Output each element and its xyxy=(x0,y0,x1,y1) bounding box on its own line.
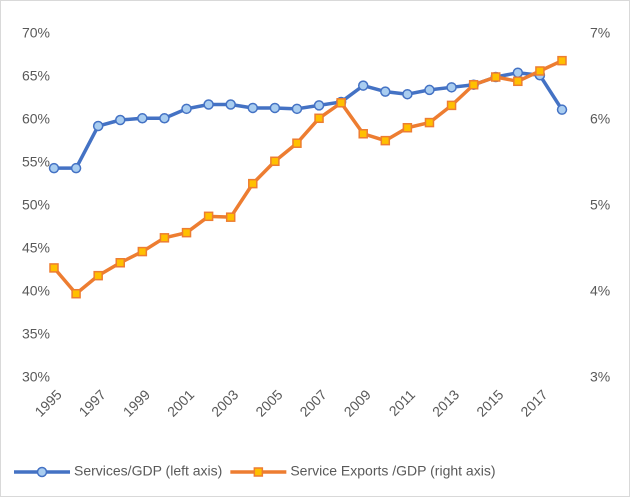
point-marker xyxy=(93,270,103,281)
point-marker xyxy=(49,263,59,273)
point-marker xyxy=(203,211,214,222)
legend-marker xyxy=(253,467,264,477)
y-tick-label: 50% xyxy=(22,197,50,213)
y2-tick-label: 5% xyxy=(590,197,610,213)
point-marker xyxy=(291,103,303,115)
legend-label: Service Exports /GDP (right axis) xyxy=(290,463,495,479)
point-marker xyxy=(513,76,523,87)
y2-tick-label: 4% xyxy=(590,283,610,299)
point-marker xyxy=(203,99,214,110)
point-marker xyxy=(314,113,324,124)
y-tick-label: 70% xyxy=(22,25,50,41)
point-marker xyxy=(92,120,104,132)
point-marker xyxy=(402,122,413,133)
point-marker xyxy=(402,88,413,100)
point-marker xyxy=(512,67,524,78)
point-marker xyxy=(380,135,391,146)
point-marker xyxy=(48,162,60,174)
point-marker xyxy=(292,138,302,148)
y-tick-label: 60% xyxy=(22,111,50,127)
point-marker xyxy=(248,178,258,189)
y2-tick-label: 7% xyxy=(590,25,610,41)
point-marker xyxy=(115,114,126,126)
y-tick-label: 40% xyxy=(22,283,50,299)
point-marker xyxy=(556,104,568,115)
point-marker xyxy=(446,100,457,111)
point-marker xyxy=(424,84,435,96)
legend-marker xyxy=(36,466,48,478)
point-marker xyxy=(159,233,170,243)
y-tick-label: 55% xyxy=(22,154,50,170)
point-marker xyxy=(358,129,368,139)
point-marker xyxy=(380,86,391,97)
point-marker xyxy=(468,79,479,90)
point-marker xyxy=(137,246,148,257)
point-marker xyxy=(181,103,192,115)
y2-tick-label: 6% xyxy=(590,111,610,127)
point-marker xyxy=(247,102,259,114)
point-marker xyxy=(270,156,280,167)
point-marker xyxy=(269,102,281,114)
point-marker xyxy=(424,117,435,128)
point-marker xyxy=(313,100,325,111)
point-marker xyxy=(535,66,545,76)
point-marker xyxy=(115,258,126,268)
point-marker xyxy=(225,99,236,110)
point-marker xyxy=(70,162,82,174)
point-marker xyxy=(71,288,81,299)
y2-tick-label: 3% xyxy=(590,369,610,385)
point-marker xyxy=(336,98,346,108)
point-marker xyxy=(490,72,501,82)
point-marker xyxy=(557,55,567,66)
point-marker xyxy=(357,80,369,91)
y-tick-label: 30% xyxy=(22,369,50,385)
point-marker xyxy=(446,82,457,93)
y-tick-label: 35% xyxy=(22,326,50,342)
y-tick-label: 45% xyxy=(22,240,50,256)
point-marker xyxy=(159,113,170,124)
point-marker xyxy=(225,212,236,222)
point-marker xyxy=(181,227,192,238)
legend-label: Services/GDP (left axis) xyxy=(74,463,222,479)
point-marker xyxy=(137,113,148,124)
y-tick-label: 65% xyxy=(22,68,50,84)
